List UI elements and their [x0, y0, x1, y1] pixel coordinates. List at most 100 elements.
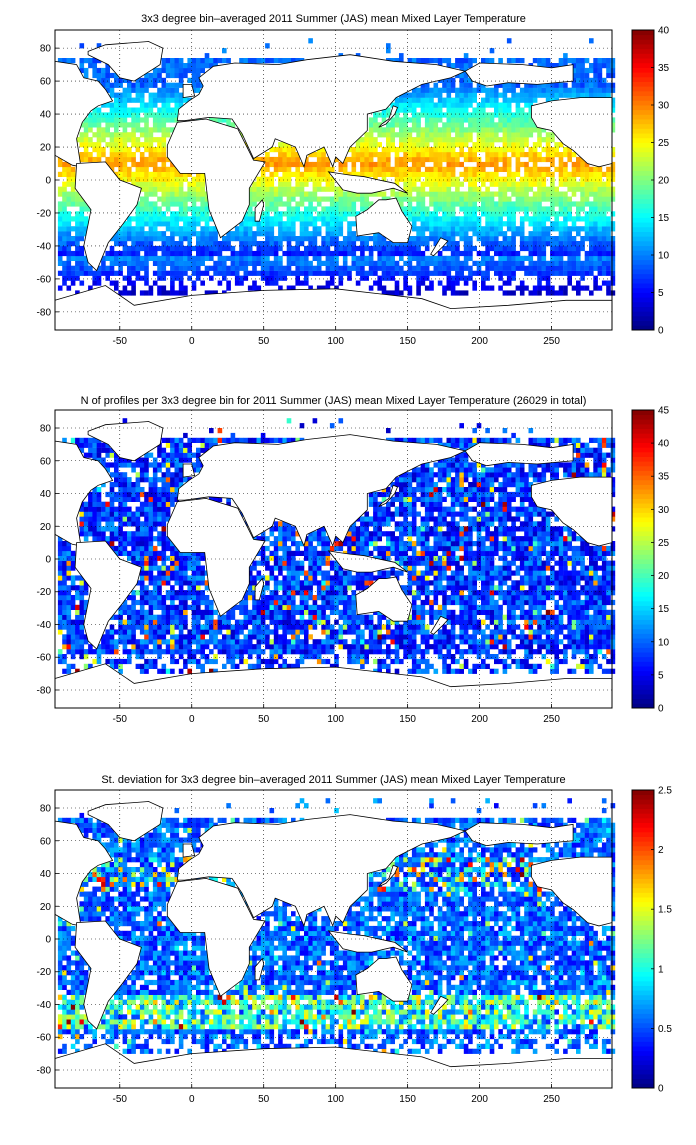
- heatmap-cell: [524, 246, 529, 251]
- heatmap-cell: [572, 83, 577, 88]
- heatmap-cell: [149, 575, 154, 580]
- heatmap-cell: [140, 127, 145, 132]
- heatmap-cell: [153, 477, 158, 482]
- heatmap-cell: [377, 246, 382, 251]
- heatmap-cell: [352, 152, 357, 157]
- heatmap-cell: [131, 241, 136, 246]
- heatmap-cell: [97, 142, 102, 147]
- heatmap-cell: [373, 122, 378, 127]
- heatmap-cell: [144, 634, 149, 639]
- heatmap-cell: [451, 246, 456, 251]
- heatmap-cell: [265, 241, 270, 246]
- heatmap-cell: [369, 127, 374, 132]
- heatmap-cell: [537, 58, 542, 63]
- heatmap-cell: [162, 117, 167, 122]
- heatmap-cell: [403, 103, 408, 108]
- heatmap-cell: [175, 266, 180, 271]
- heatmap-cell: [58, 187, 63, 192]
- heatmap-cell: [416, 192, 421, 197]
- heatmap-cell: [507, 290, 512, 295]
- heatmap-cell: [179, 271, 184, 276]
- heatmap-cell: [265, 177, 270, 182]
- heatmap-cell: [136, 261, 141, 266]
- heatmap-cell: [101, 147, 106, 152]
- heatmap-cell: [196, 664, 201, 669]
- heatmap-cell: [140, 487, 145, 492]
- heatmap-cell: [75, 575, 80, 580]
- heatmap-cell: [416, 177, 421, 182]
- heatmap-cell: [416, 172, 421, 177]
- heatmap-cell: [149, 556, 154, 561]
- heatmap-cell: [287, 157, 292, 162]
- heatmap-cell: [606, 261, 611, 266]
- heatmap-cell: [235, 256, 240, 261]
- heatmap-cell: [464, 251, 469, 256]
- heatmap-cell: [187, 654, 192, 659]
- heatmap-cell: [187, 256, 192, 261]
- heatmap-cell: [244, 266, 249, 271]
- heatmap-cell: [481, 137, 486, 142]
- heatmap-cell: [438, 112, 443, 117]
- heatmap-cell: [252, 256, 257, 261]
- heatmap-cell: [576, 172, 581, 177]
- heatmap-cell: [403, 177, 408, 182]
- heatmap-cell: [334, 216, 339, 221]
- heatmap-cell: [270, 615, 275, 620]
- heatmap-cell: [516, 201, 521, 206]
- heatmap-cell: [75, 620, 80, 625]
- heatmap-cell: [447, 172, 452, 177]
- colorbar-step: [632, 283, 654, 288]
- heatmap-cell: [175, 63, 180, 68]
- heatmap-cell: [162, 147, 167, 152]
- heatmap-cell: [114, 644, 119, 649]
- heatmap-cell: [399, 157, 404, 162]
- heatmap-cell: [425, 58, 430, 63]
- heatmap-cell: [175, 482, 180, 487]
- heatmap-cell: [67, 546, 72, 551]
- heatmap-cell: [485, 142, 490, 147]
- heatmap-cell: [459, 216, 464, 221]
- heatmap-cell: [395, 167, 400, 172]
- heatmap-cell: [326, 167, 331, 172]
- heatmap-cell: [360, 152, 365, 157]
- heatmap-cell: [162, 571, 167, 576]
- colorbar-step: [632, 222, 654, 227]
- heatmap-cell: [226, 281, 231, 286]
- heatmap-cell: [330, 256, 335, 261]
- heatmap-cell: [593, 88, 598, 93]
- heatmap-cell: [192, 201, 197, 206]
- heatmap-cell: [192, 610, 197, 615]
- heatmap-cell: [71, 58, 76, 63]
- heatmap-cell: [563, 88, 568, 93]
- heatmap-cell: [278, 231, 283, 236]
- heatmap-cell: [136, 231, 141, 236]
- heatmap-cell: [270, 236, 275, 241]
- heatmap-cell: [377, 281, 382, 286]
- heatmap-cell: [585, 256, 590, 261]
- heatmap-cell: [149, 231, 154, 236]
- heatmap-cell: [183, 197, 188, 202]
- heatmap-cell: [317, 261, 322, 266]
- heatmap-cell: [110, 137, 115, 142]
- heatmap-cell: [287, 197, 292, 202]
- heatmap-cell: [442, 127, 447, 132]
- heatmap-cell: [71, 639, 76, 644]
- heatmap-cell: [421, 251, 426, 256]
- heatmap-cell: [166, 246, 171, 251]
- heatmap-cell: [80, 521, 85, 526]
- heatmap-cell: [490, 132, 495, 137]
- heatmap-cell: [442, 266, 447, 271]
- heatmap-cell: [434, 206, 439, 211]
- heatmap-cell: [369, 147, 374, 152]
- heatmap-cell: [123, 625, 128, 630]
- heatmap-cell: [265, 152, 270, 157]
- heatmap-cell: [416, 211, 421, 216]
- heatmap-cell: [537, 177, 542, 182]
- heatmap-cell: [149, 157, 154, 162]
- heatmap-cell: [157, 206, 162, 211]
- heatmap-cell: [114, 236, 119, 241]
- heatmap-cell: [192, 63, 197, 68]
- heatmap-cell: [200, 625, 205, 630]
- heatmap-cell: [58, 251, 63, 256]
- heatmap-cell: [162, 127, 167, 132]
